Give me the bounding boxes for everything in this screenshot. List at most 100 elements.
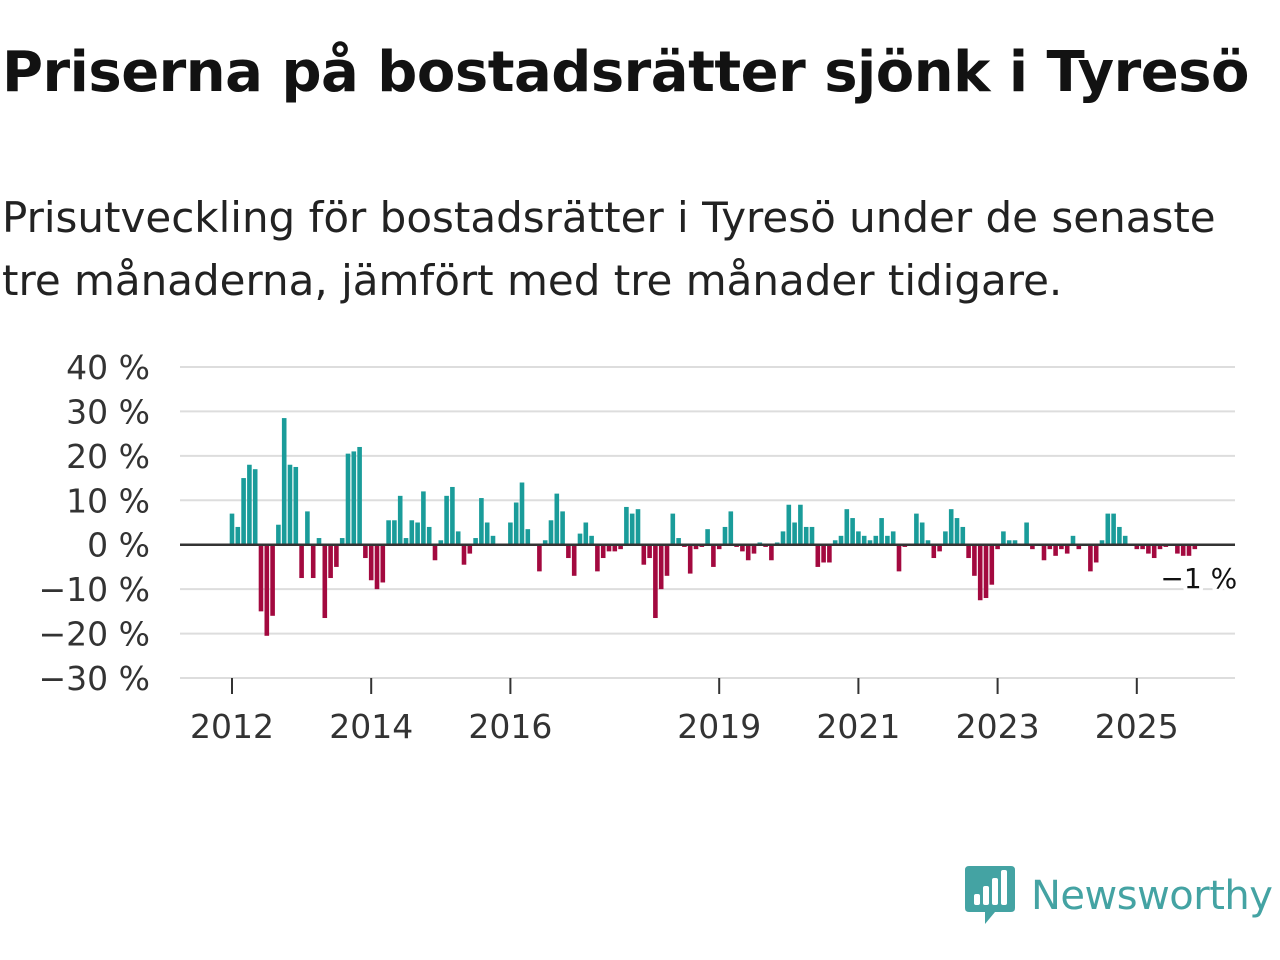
bar (931, 544, 937, 559)
x-tick-label: 2016 (468, 707, 552, 746)
bar (508, 522, 513, 545)
bar (925, 540, 931, 545)
bar (554, 493, 560, 545)
bar (954, 518, 960, 545)
bar (281, 418, 287, 545)
newsworthy-logo: Newsworthy (965, 866, 1273, 926)
bar (653, 544, 658, 619)
bar (1111, 513, 1116, 545)
bars (229, 418, 1198, 636)
bar (589, 535, 594, 545)
bar (421, 491, 426, 545)
bar (867, 540, 873, 545)
bar (566, 544, 571, 559)
bar (1122, 535, 1128, 545)
bar (647, 544, 652, 559)
bar (1047, 544, 1053, 550)
bar (1093, 544, 1099, 563)
axes (180, 543, 1235, 694)
bar (1117, 526, 1122, 545)
bar (624, 506, 629, 545)
bar (1001, 531, 1006, 545)
bar (252, 469, 258, 545)
bar (432, 544, 438, 561)
bar (838, 535, 844, 545)
bar (1088, 544, 1093, 572)
bar (1180, 544, 1186, 556)
bar (270, 544, 275, 616)
bar (548, 520, 554, 545)
bar (363, 544, 368, 559)
bar (896, 544, 902, 572)
bar (983, 544, 989, 599)
bar (792, 522, 797, 545)
bar (937, 544, 942, 552)
bar (374, 544, 380, 590)
bar (513, 502, 519, 545)
bar (339, 538, 345, 545)
bar (577, 533, 583, 545)
y-tick-label: 30 % (66, 392, 150, 431)
bar (583, 522, 589, 545)
bar (1151, 544, 1157, 559)
bar (664, 544, 670, 576)
bar (235, 526, 241, 545)
y-tick-label: 20 % (66, 437, 150, 476)
bar (693, 544, 699, 550)
bar (229, 513, 235, 545)
brand-name: Newsworthy (1031, 873, 1273, 919)
bar (966, 544, 971, 559)
bar (368, 544, 374, 581)
last-value-label-halo: −1 % (1160, 562, 1237, 595)
chart-subtitle: Prisutveckling för bostadsrätter i Tyres… (2, 193, 1216, 305)
bar (484, 522, 490, 545)
bar (299, 544, 304, 579)
bar (844, 509, 850, 545)
bar (310, 544, 316, 579)
chart-title: Priserna på bostadsrätter sjönk i Tyresö (2, 40, 1249, 105)
bar (1157, 544, 1163, 550)
bar (1192, 544, 1198, 550)
bar (595, 544, 600, 572)
bar (1076, 544, 1082, 550)
bar (809, 526, 815, 545)
y-tick-label: −20 % (39, 615, 151, 654)
bar (832, 540, 838, 545)
y-tick-label: −30 % (39, 659, 151, 698)
bar (241, 478, 246, 545)
bar (612, 544, 618, 552)
bar (258, 544, 264, 612)
bar (519, 482, 525, 545)
bar (803, 526, 809, 545)
bar (560, 511, 565, 545)
bar (943, 531, 948, 545)
bar (948, 509, 954, 545)
y-tick-label: 0 % (87, 526, 150, 565)
bar (670, 513, 676, 545)
bar (247, 464, 252, 545)
x-tick-label: 2019 (677, 707, 761, 746)
bar (658, 544, 664, 590)
bar (1053, 544, 1058, 556)
y-tick-label: 10 % (66, 481, 150, 520)
bar (571, 544, 577, 576)
bar (1134, 544, 1140, 550)
bar (322, 544, 328, 619)
bar (728, 511, 734, 545)
bar (397, 495, 403, 545)
bar (276, 524, 281, 545)
bar (722, 526, 728, 545)
bar (821, 544, 826, 563)
bar (380, 544, 386, 583)
bar (1064, 544, 1070, 554)
bar (972, 544, 977, 576)
bar (676, 538, 681, 545)
bar (745, 544, 751, 561)
bar (461, 544, 467, 565)
bar (392, 520, 397, 545)
bar (444, 495, 449, 545)
y-tick-label: −10 % (39, 570, 151, 609)
bar-chart: 40 % 30 % 20 % 10 % 0 % −10 % −20 % −30 % 2012 20… (39, 348, 1242, 746)
bar (606, 544, 612, 552)
bar (426, 526, 432, 545)
